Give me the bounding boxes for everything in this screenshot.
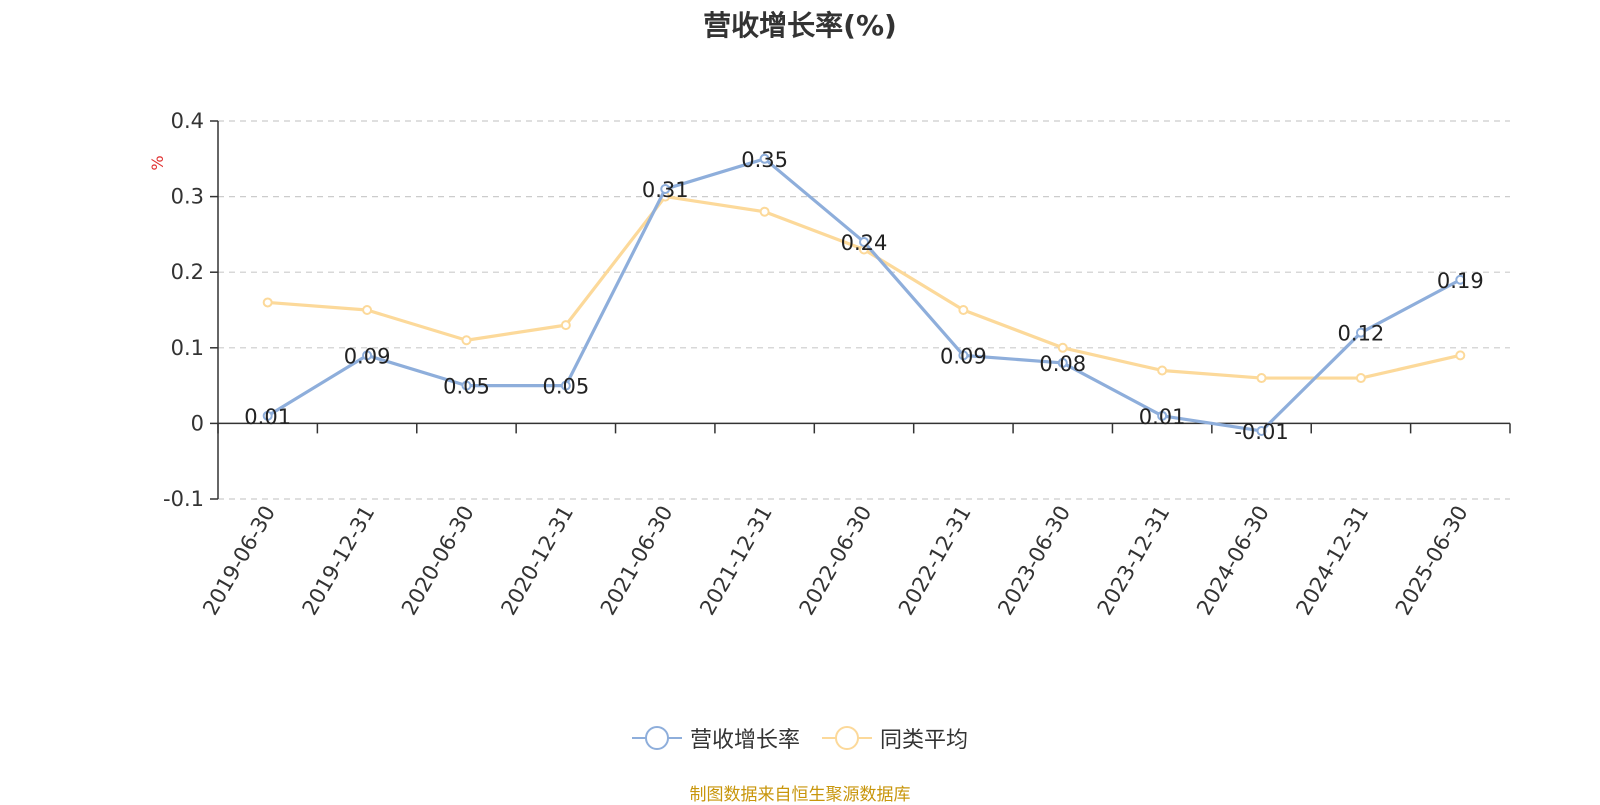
legend-item-series-0[interactable]: 营收增长率 xyxy=(631,722,800,754)
series-lines xyxy=(262,153,1466,436)
series-0-point xyxy=(1157,410,1168,421)
legend-label-series-1: 同类平均 xyxy=(880,728,969,753)
x-tick-label: 2022-06-30 xyxy=(795,502,877,620)
data-label: 0.01 xyxy=(244,405,291,429)
legend-swatch-series-1 xyxy=(822,726,872,750)
series-1-point xyxy=(1256,373,1267,384)
data-label: 0.05 xyxy=(443,375,490,399)
series-1-point xyxy=(1157,365,1168,376)
data-label: 0.35 xyxy=(741,148,788,172)
x-tick-label: 2021-06-30 xyxy=(596,502,678,620)
series-1-point xyxy=(1455,350,1466,361)
series-line-1 xyxy=(267,195,1461,380)
series-1-point xyxy=(958,305,969,315)
legend-swatch-series-0 xyxy=(631,726,682,750)
x-tick-label: 2024-12-31 xyxy=(1291,502,1373,620)
series-0-point xyxy=(1256,425,1267,436)
y-tick-label: 0.2 xyxy=(171,260,204,284)
series-1-point xyxy=(759,206,770,217)
x-tick-label: 2019-06-30 xyxy=(198,502,280,620)
series-0-point xyxy=(859,236,869,247)
data-label: 0.19 xyxy=(1437,269,1484,293)
series-1-point xyxy=(362,305,373,315)
series-0-point xyxy=(1455,274,1466,285)
x-tick-label: 2020-12-31 xyxy=(496,502,578,620)
source-note: 制图数据来自恒生聚源数据库 xyxy=(689,785,911,805)
series-0-point xyxy=(262,410,273,421)
data-label: 0.24 xyxy=(841,231,888,255)
data-label: 0.31 xyxy=(642,178,689,202)
series-0-point xyxy=(1355,327,1366,338)
series-0-point xyxy=(958,350,969,361)
series-0-point xyxy=(362,350,373,361)
grid-lines xyxy=(218,120,1510,500)
x-tick-label: 2019-12-31 xyxy=(298,502,380,620)
y-tick-label: 0.3 xyxy=(171,185,204,209)
data-label: 0.12 xyxy=(1338,322,1385,346)
data-labels: 0.01 0.09 0.05 0.05 0.31 0.35 0.24 0.09 0.08 0.01… xyxy=(244,148,1483,444)
x-tick-label: 2021-12-31 xyxy=(695,502,777,620)
series-0-point xyxy=(1057,357,1068,368)
data-label: 0.08 xyxy=(1039,352,1086,376)
y-tick-label: 0.1 xyxy=(171,336,204,360)
x-tick-label: 2023-06-30 xyxy=(993,502,1075,620)
data-label: 0.05 xyxy=(542,375,589,399)
series-0-point xyxy=(461,380,472,391)
y-tick-label: -0.1 xyxy=(163,487,204,511)
series-0-point xyxy=(759,153,770,164)
legend-label-series-0: 营收增长率 xyxy=(689,728,800,753)
series-1-point xyxy=(262,297,273,308)
legend: 营收增长率 同类平均 xyxy=(0,722,1600,754)
chart-title: 营收增长率(%) xyxy=(703,9,897,42)
x-tick-label: 2023-12-31 xyxy=(1093,502,1175,620)
data-label: 0.01 xyxy=(1139,405,1186,429)
y-axis-label: % xyxy=(148,155,167,170)
data-label: 0.09 xyxy=(344,344,391,368)
x-tick-label: 2024-06-30 xyxy=(1192,502,1274,620)
y-tick-label: 0 xyxy=(191,411,204,435)
x-tick-label: 2022-12-31 xyxy=(894,502,976,620)
legend-item-series-1[interactable]: 同类平均 xyxy=(822,722,968,754)
series-1-point xyxy=(560,320,571,331)
series-1-point xyxy=(1057,342,1068,353)
data-label: -0.01 xyxy=(1234,420,1288,444)
series-1-point xyxy=(1355,373,1366,384)
series-1-point xyxy=(461,335,472,346)
y-tick-label: 0.4 xyxy=(171,109,204,133)
series-0-point xyxy=(660,184,671,195)
x-tick-label: 2020-06-30 xyxy=(397,502,479,620)
x-tick-label: 2025-06-30 xyxy=(1391,502,1473,620)
series-0-point xyxy=(560,380,571,391)
data-label: 0.09 xyxy=(940,344,987,368)
